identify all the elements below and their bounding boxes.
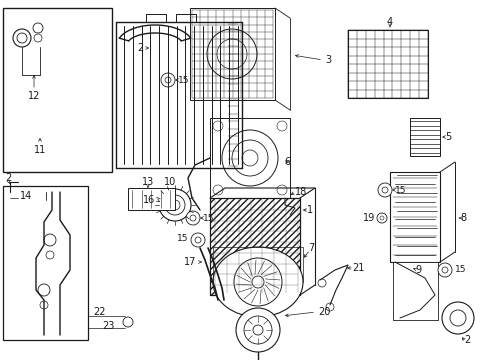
Circle shape [222, 130, 278, 186]
Text: 8: 8 [459, 213, 465, 223]
Circle shape [190, 215, 196, 221]
Circle shape [441, 302, 473, 334]
Text: 12: 12 [28, 91, 40, 101]
Text: 15: 15 [203, 213, 214, 222]
Ellipse shape [213, 247, 303, 317]
Text: 18: 18 [294, 187, 306, 197]
Bar [209, 118, 289, 198]
Circle shape [213, 121, 223, 131]
Circle shape [236, 308, 280, 352]
Circle shape [381, 187, 387, 193]
Text: 5: 5 [444, 132, 450, 142]
Text: 2: 2 [5, 173, 11, 183]
Circle shape [449, 310, 465, 326]
Text: 21: 21 [351, 263, 364, 273]
Text: 1: 1 [306, 205, 312, 215]
Circle shape [244, 316, 271, 344]
Circle shape [252, 325, 263, 335]
Circle shape [44, 234, 56, 246]
Circle shape [231, 140, 267, 176]
Circle shape [325, 303, 333, 311]
Text: 11: 11 [34, 145, 46, 155]
Circle shape [317, 279, 325, 287]
Text: 15: 15 [178, 76, 189, 85]
Circle shape [195, 237, 201, 243]
Text: 15: 15 [176, 234, 187, 243]
Circle shape [376, 213, 386, 223]
Circle shape [164, 77, 171, 83]
Text: 17: 17 [183, 257, 196, 267]
Bar [209, 198, 299, 295]
Circle shape [377, 183, 391, 197]
Text: 9: 9 [414, 265, 420, 275]
Bar [409, 118, 439, 156]
Text: 4: 4 [386, 17, 392, 27]
Circle shape [441, 267, 447, 273]
Text: 20: 20 [317, 307, 330, 317]
Circle shape [185, 211, 200, 225]
Circle shape [276, 121, 286, 131]
Text: 2: 2 [137, 43, 142, 53]
Bar [3, 8, 112, 172]
Circle shape [159, 189, 191, 221]
Text: 3: 3 [325, 55, 330, 65]
Text: 6: 6 [284, 157, 289, 167]
Circle shape [164, 195, 184, 215]
Text: 19: 19 [362, 213, 374, 223]
Circle shape [379, 216, 383, 220]
Text: 14: 14 [20, 191, 32, 201]
Text: 7: 7 [307, 243, 314, 253]
Text: 10: 10 [163, 177, 176, 187]
Circle shape [46, 251, 54, 259]
Circle shape [217, 39, 246, 69]
Text: 16: 16 [142, 195, 155, 205]
Text: 23: 23 [102, 321, 114, 331]
Circle shape [242, 150, 258, 166]
Circle shape [437, 263, 451, 277]
Circle shape [191, 233, 204, 247]
Bar [392, 262, 437, 320]
Bar [190, 8, 274, 100]
Circle shape [251, 276, 264, 288]
Circle shape [206, 29, 257, 79]
Text: 15: 15 [454, 266, 466, 274]
Text: 22: 22 [94, 307, 106, 317]
Bar [3, 186, 88, 340]
Circle shape [40, 301, 48, 309]
Circle shape [38, 284, 50, 296]
Circle shape [33, 23, 43, 33]
Circle shape [213, 185, 223, 195]
Text: 2: 2 [463, 335, 469, 345]
Bar [128, 188, 175, 210]
Text: 13: 13 [142, 177, 154, 187]
Circle shape [234, 258, 282, 306]
Bar [389, 172, 439, 262]
Circle shape [34, 34, 42, 42]
Circle shape [17, 33, 27, 43]
Text: 15: 15 [394, 185, 406, 194]
Circle shape [13, 29, 31, 47]
Circle shape [276, 185, 286, 195]
Circle shape [161, 73, 175, 87]
Circle shape [123, 317, 133, 327]
Circle shape [170, 200, 180, 210]
Bar [347, 30, 427, 98]
